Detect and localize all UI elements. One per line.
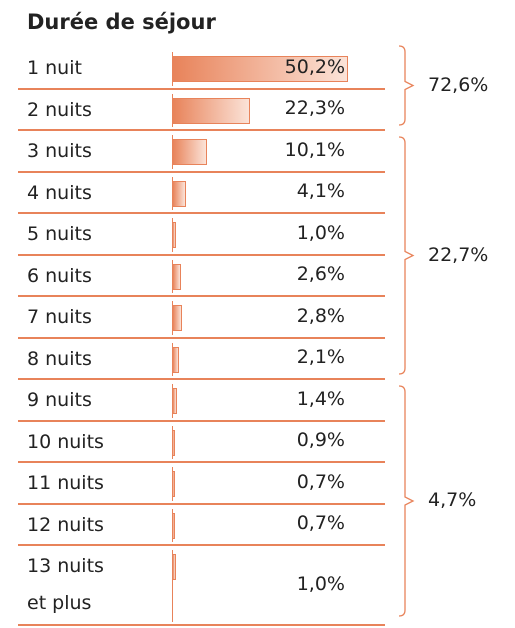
table-row: 9 nuits 1,4% [18,380,385,422]
table-row: 5 nuits 1,0% [18,214,385,256]
table-row: 12 nuits 0,7% [18,505,385,546]
value-label: 2,6% [296,263,345,286]
table-row: 8 nuits 2,1% [18,339,385,380]
value-label: 1,0% [296,221,345,244]
group-label: 72,6% [428,73,489,96]
table-row: 1 nuit 50,2% [18,48,385,90]
value-label: 0,7% [296,470,345,493]
group-label: 4,7% [428,489,477,511]
value-label: 0,7% [296,512,345,535]
bar [172,346,180,373]
table-row: 2 nuits 22,3% [18,90,385,131]
bar [172,180,187,207]
bar [172,471,175,497]
group-bracket [398,45,415,126]
group-label: 22,7% [428,243,489,266]
category-label: 2 nuits [27,98,92,121]
category-label: 7 nuits [27,306,92,328]
value-label: 10,1% [284,138,345,161]
category-label: 11 nuits [27,472,104,494]
bar [172,263,182,290]
table-row: 13 nuits et plus 1,0% [18,546,385,626]
group-bracket [398,385,415,617]
table-row: 6 nuits 2,6% [18,256,385,297]
bar [172,429,176,456]
value-label: 2,1% [296,346,345,369]
value-label: 1,4% [296,387,345,410]
table-row: 3 nuits 10,1% [18,131,385,173]
table-row: 4 nuits 4,1% [18,173,385,214]
table-row: 7 nuits 2,8% [18,297,385,339]
bar [172,388,177,414]
value-label: 50,2% [284,55,345,78]
category-label: 10 nuits [27,430,104,453]
value-label: 2,8% [296,304,345,327]
category-label: 12 nuits [27,513,104,536]
chart-title: Durée de séjour [27,10,216,34]
category-label: 4 nuits [27,181,92,204]
table-row: 10 nuits 0,9% [18,422,385,463]
table-row: 11 nuits 0,7% [18,463,385,505]
category-label: 9 nuits [27,389,92,411]
category-label: 5 nuits [27,223,92,245]
bar [172,305,182,331]
bar [172,97,251,124]
bar-axis [172,550,173,622]
group-bracket [398,136,415,375]
bar [172,56,348,82]
value-label: 22,3% [284,97,345,120]
category-label: 6 nuits [27,264,92,287]
value-label: 0,9% [296,429,345,452]
category-label: 13 nuits et plus [27,555,104,614]
value-label: 4,1% [296,180,345,203]
bar [172,512,175,539]
bar [172,222,176,248]
value-label: 1,0% [296,573,345,595]
category-label: 3 nuits [27,140,92,162]
bar [172,554,176,580]
category-label: 8 nuits [27,347,92,370]
category-label: 1 nuit [27,57,82,79]
bar [172,139,208,165]
